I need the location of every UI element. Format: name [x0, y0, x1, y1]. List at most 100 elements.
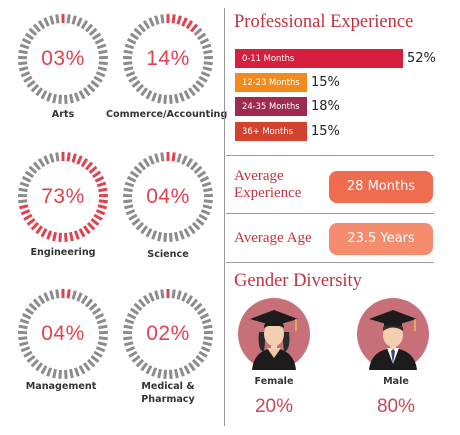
- gauge-tick: [90, 354, 100, 363]
- gauge-tick-filled: [93, 213, 103, 221]
- gauge-tick: [78, 365, 86, 375]
- gauge-tick: [131, 354, 141, 363]
- gauge-tick: [203, 61, 213, 66]
- experience-bar-label: 18%: [311, 99, 340, 114]
- gauge-tick-filled: [76, 155, 83, 165]
- gauge-tick: [181, 292, 188, 302]
- gauge-tick: [198, 213, 208, 221]
- gauge-tick: [163, 232, 167, 242]
- gauge-tick: [174, 231, 179, 242]
- gauge-tick: [171, 289, 176, 299]
- vertical-divider: [224, 8, 225, 426]
- gauge-tick-filled: [71, 153, 77, 163]
- gauge-tick-filled: [26, 217, 36, 226]
- gauge-tick: [86, 358, 96, 368]
- gauge-tick: [187, 362, 196, 372]
- gauge-tick: [18, 187, 28, 193]
- gauge-tick: [125, 209, 136, 216]
- gauge-tick: [178, 92, 185, 102]
- gauge-tick: [195, 79, 205, 88]
- gauge-ring: [17, 14, 109, 104]
- gauge-tick: [96, 318, 107, 325]
- gauge-tick: [76, 17, 83, 27]
- gauge-value: 73%: [41, 185, 85, 208]
- gauge-tick: [124, 43, 135, 50]
- gauge-tick: [23, 75, 33, 83]
- gauge-tick: [151, 230, 158, 240]
- gauge-tick: [154, 153, 160, 163]
- gauge-tick-filled: [171, 152, 176, 162]
- gauge-tick: [191, 358, 201, 368]
- gauge-tick: [19, 318, 30, 325]
- gauge-tick: [129, 170, 139, 179]
- experience-bar: 12-23 Months: [235, 73, 307, 92]
- gauge-tick: [128, 75, 138, 83]
- gauge-tick: [49, 15, 55, 25]
- gauge-tick: [26, 79, 36, 88]
- gauge-tick: [95, 346, 106, 353]
- gauge-tick: [169, 369, 173, 379]
- gauge-tick: [18, 336, 28, 341]
- gauge-tick-filled: [46, 230, 53, 240]
- gauge-tick: [142, 158, 151, 168]
- gauge-tick: [71, 15, 77, 25]
- male-percentage: 80%: [376, 396, 416, 417]
- gauge-tick: [40, 90, 48, 100]
- gauge-tick: [199, 312, 210, 320]
- gauge-tick: [19, 181, 30, 188]
- gauge-tick-filled: [80, 158, 89, 168]
- gauge-tick: [24, 307, 34, 316]
- average-experience-label: Average Experience: [234, 168, 302, 201]
- gauge-tick: [135, 358, 145, 368]
- gauge-tick-filled: [94, 175, 105, 183]
- gauge-tick: [98, 49, 108, 55]
- experience-bar: 24-35 Months: [235, 97, 307, 116]
- gauge-tick: [35, 87, 44, 97]
- gauge-label: Arts: [51, 109, 75, 120]
- gauge-tick: [43, 17, 50, 27]
- gauge-tick-filled: [84, 161, 94, 171]
- gauge-tick: [90, 79, 100, 88]
- gauge-tick: [126, 175, 137, 183]
- gauge-tick: [21, 312, 32, 320]
- gauge-tick-filled: [78, 228, 86, 238]
- gauge-tick: [84, 23, 94, 33]
- experience-bar-label: 52%: [407, 51, 436, 66]
- gauge-tick: [197, 32, 207, 41]
- gauge-tick-filled: [52, 231, 57, 242]
- gauge-label: Commerce/Accounting: [106, 109, 228, 120]
- gauge-tick: [126, 37, 137, 45]
- gauge-tick: [32, 161, 42, 171]
- gauge-label: Engineering: [30, 247, 96, 258]
- gauge-tick: [97, 341, 108, 347]
- gauge-label: Management: [25, 381, 97, 392]
- gauge-tick: [126, 312, 137, 320]
- gauge-tick: [28, 302, 38, 312]
- gauge-tick-filled: [86, 221, 96, 231]
- gauge-tick: [69, 93, 74, 104]
- average-age-pill: 23.5 Years: [329, 223, 433, 255]
- gauge-tick: [160, 289, 165, 299]
- gauge-tick: [199, 37, 210, 45]
- gauge-tick: [203, 49, 213, 55]
- gauge-tick-filled: [73, 230, 80, 240]
- gauge-tick-filled: [171, 14, 176, 24]
- experience-bar: 0-11 Months: [235, 49, 403, 68]
- gauge-tick: [73, 367, 80, 377]
- gauge-tick: [123, 341, 134, 347]
- gauge-tick: [28, 165, 38, 175]
- gauge-tick: [94, 37, 105, 45]
- gauge-tick: [66, 14, 71, 24]
- gauge-tick: [201, 43, 212, 50]
- male-label: Male: [383, 376, 409, 387]
- gauge-tick-filled: [18, 204, 29, 210]
- experience-bar-label: 15%: [311, 124, 340, 139]
- gauge-tick: [86, 83, 96, 93]
- gauge-tick-filled: [66, 152, 71, 162]
- gauge-tick: [137, 23, 147, 33]
- female-label: Female: [254, 376, 294, 387]
- gauge-tick: [96, 43, 107, 50]
- gauge-tick: [30, 83, 40, 93]
- gauge-value: 14%: [146, 47, 190, 70]
- gauge-tick: [123, 66, 134, 72]
